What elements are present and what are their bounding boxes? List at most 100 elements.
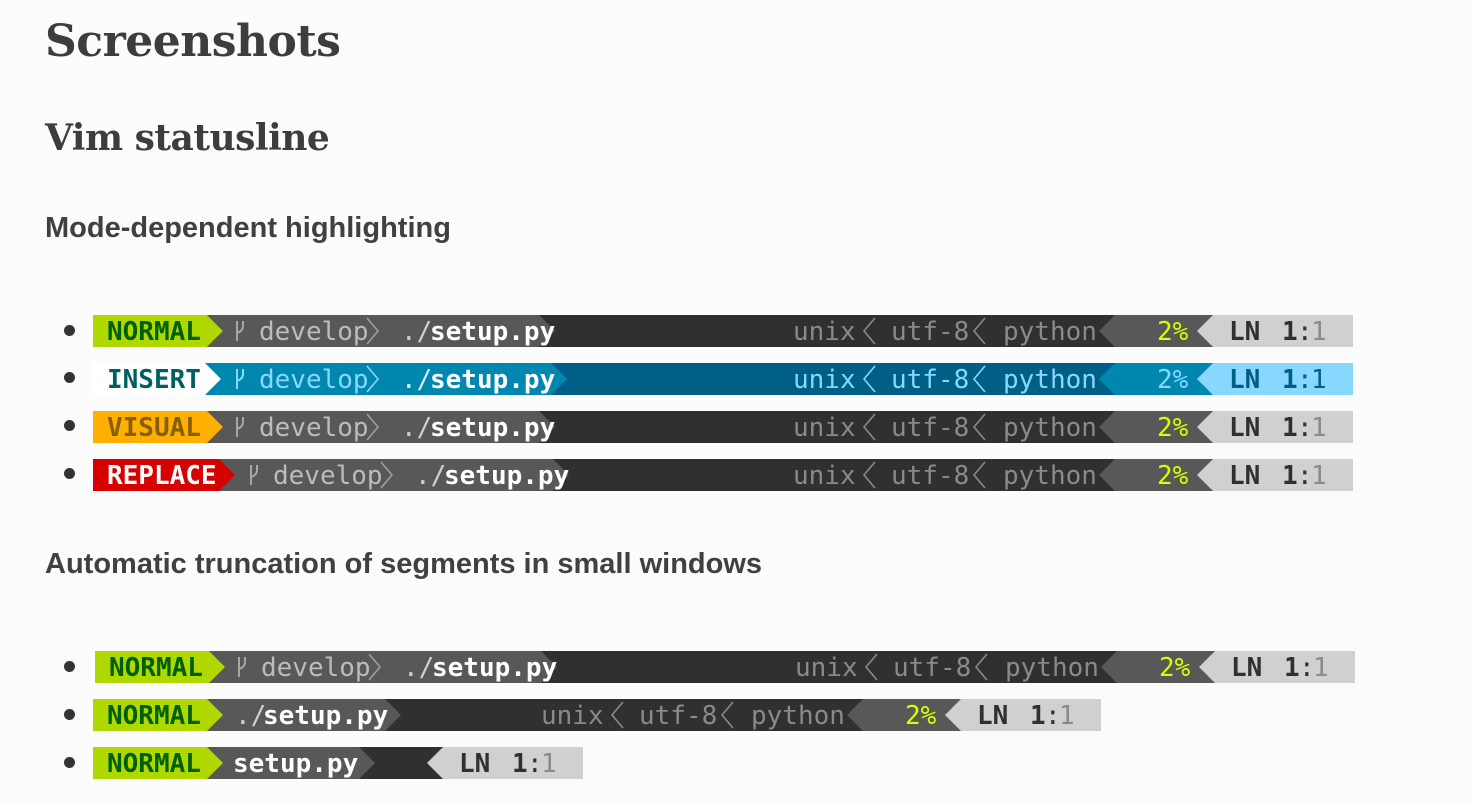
percent: 2% — [1157, 317, 1189, 347]
statusline-insert: INSERT develop ./ setup.py unix utf-8 py… — [93, 363, 1353, 395]
percent: 2% — [905, 701, 937, 731]
file-type: python — [1003, 365, 1097, 395]
soft-separator — [972, 365, 986, 393]
hard-separator — [1197, 459, 1213, 491]
mode-segment — [95, 651, 209, 683]
filename: setup.py — [430, 365, 555, 395]
soft-separator — [862, 461, 876, 489]
position-separator: : — [1299, 653, 1315, 683]
line-number: 1 — [1282, 317, 1298, 347]
branch-name: develop — [259, 317, 369, 347]
file-encoding: utf-8 — [893, 653, 971, 683]
soft-separator — [972, 461, 986, 489]
hard-separator — [205, 363, 221, 395]
statusline-replace: REPLACE develop ./ setup.py unix utf-8 p… — [93, 459, 1353, 491]
line-number-icon: LN — [1229, 461, 1260, 491]
file-encoding: utf-8 — [639, 701, 717, 731]
position-segment — [1213, 363, 1353, 395]
column-number: 1 — [1313, 653, 1329, 683]
statusline-visual: VISUAL develop ./ setup.py unix utf-8 py… — [93, 411, 1353, 443]
position-segment — [1215, 651, 1355, 683]
file-segment — [207, 747, 359, 779]
hard-separator — [359, 747, 375, 779]
position-separator: : — [1297, 413, 1313, 443]
file-type: python — [1003, 317, 1097, 347]
branch-name: develop — [259, 413, 369, 443]
mode-segment — [93, 315, 207, 347]
mode-segment — [93, 363, 205, 395]
branch-icon — [238, 657, 246, 677]
file-format: unix — [793, 413, 856, 443]
soft-separator — [862, 317, 876, 345]
page-title: Screenshots — [45, 16, 341, 67]
statusline-truncated-full: NORMAL develop ./ setup.py unix utf-8 py… — [95, 651, 1355, 683]
position-segment — [443, 747, 583, 779]
hard-separator — [207, 747, 223, 779]
statusline-normal: NORMAL develop ./ setup.py unix utf-8 py… — [93, 315, 1353, 347]
line-number-icon: LN — [459, 749, 490, 779]
percent: 2% — [1159, 653, 1191, 683]
filename: setup.py — [263, 701, 388, 731]
statusline-truncated-small: NORMAL setup.py LN 1 : 1 — [93, 747, 583, 779]
path-prefix: ./ — [235, 701, 266, 731]
percent: 2% — [1157, 365, 1189, 395]
file-type: python — [751, 701, 845, 731]
mode-segment — [93, 459, 219, 491]
line-number: 1 — [1030, 701, 1046, 731]
column-number: 1 — [1311, 365, 1327, 395]
mode-segment — [93, 747, 207, 779]
branch-name: develop — [261, 653, 371, 683]
filename: setup.py — [444, 461, 569, 491]
column-number: 1 — [1059, 701, 1075, 731]
branch-name: develop — [259, 365, 369, 395]
line-number: 1 — [1282, 461, 1298, 491]
branch-file-segment — [219, 459, 553, 491]
position-separator: : — [1297, 461, 1313, 491]
file-format: unix — [541, 701, 604, 731]
percent: 2% — [1157, 461, 1189, 491]
hard-separator — [209, 651, 225, 683]
line-number-icon: LN — [1231, 653, 1262, 683]
mode-label: VISUAL — [107, 413, 201, 443]
hard-separator — [207, 315, 223, 347]
soft-separator — [862, 365, 876, 393]
branch-icon — [236, 369, 244, 389]
filename: setup.py — [432, 653, 557, 683]
list-bullet — [64, 661, 75, 672]
hard-separator — [1099, 363, 1115, 395]
hard-separator — [1197, 411, 1213, 443]
file-format: unix — [795, 653, 858, 683]
column-number: 1 — [541, 749, 557, 779]
hard-separator — [1199, 651, 1215, 683]
percent-segment — [1117, 651, 1215, 683]
list-bullet — [64, 420, 75, 431]
position-separator: : — [1297, 365, 1313, 395]
statusline-truncated-medium: NORMAL ./ setup.py unix utf-8 python 2% … — [93, 699, 1101, 731]
line-number: 1 — [1282, 413, 1298, 443]
file-format: unix — [793, 365, 856, 395]
file-encoding: utf-8 — [891, 461, 969, 491]
percent: 2% — [1157, 413, 1189, 443]
line-number-icon: LN — [1229, 365, 1260, 395]
mode-label: NORMAL — [107, 749, 201, 779]
file-encoding: utf-8 — [891, 365, 969, 395]
line-number: 1 — [1282, 365, 1298, 395]
percent-segment — [863, 699, 961, 731]
position-segment — [1213, 459, 1353, 491]
soft-separator — [366, 317, 380, 345]
soft-separator — [610, 701, 624, 729]
soft-separator — [368, 653, 382, 681]
filename: setup.py — [233, 749, 358, 779]
hard-separator — [541, 651, 557, 683]
position-separator: : — [1045, 701, 1061, 731]
line-number-icon: LN — [1229, 413, 1260, 443]
position-segment — [1213, 411, 1353, 443]
hard-separator — [1099, 411, 1115, 443]
soft-separator — [972, 317, 986, 345]
hard-separator — [539, 411, 555, 443]
path-prefix: ./ — [401, 317, 432, 347]
list-bullet — [64, 468, 75, 479]
file-segment — [207, 699, 385, 731]
hard-separator — [1101, 651, 1117, 683]
hard-separator — [219, 459, 235, 491]
